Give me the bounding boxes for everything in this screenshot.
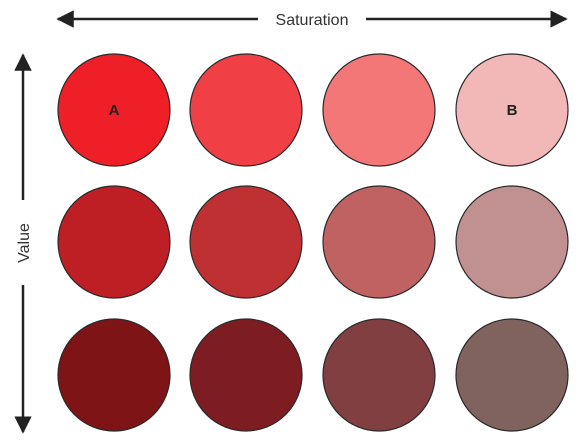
swatch-circle [189, 53, 303, 167]
color-swatch: B [455, 53, 569, 167]
swatch-circle [322, 53, 436, 167]
swatch-label: B [507, 102, 518, 119]
swatch-circle [189, 318, 303, 432]
swatch-label: A [109, 102, 120, 119]
swatch-circle [57, 318, 171, 432]
value-axis-label: Value [16, 223, 33, 263]
value-axis: Value [14, 53, 33, 434]
swatch-circle [57, 53, 171, 167]
swatch-circle [322, 185, 436, 299]
saturation-axis-label: Saturation [276, 12, 349, 29]
color-swatch [189, 318, 303, 432]
color-swatch [455, 185, 569, 299]
color-swatch [189, 53, 303, 167]
saturation-axis: Saturation [56, 10, 568, 29]
color-swatch [322, 53, 436, 167]
color-swatch [57, 318, 171, 432]
color-swatch [57, 185, 171, 299]
swatch-circle [455, 318, 569, 432]
color-swatch [322, 318, 436, 432]
color-swatch: A [57, 53, 171, 167]
color-swatch [322, 185, 436, 299]
color-swatch [455, 318, 569, 432]
swatch-circle [57, 185, 171, 299]
swatch-circle [322, 318, 436, 432]
swatch-circle [455, 53, 569, 167]
swatch-circle [189, 185, 303, 299]
swatch-circle [455, 185, 569, 299]
color-swatch [189, 185, 303, 299]
